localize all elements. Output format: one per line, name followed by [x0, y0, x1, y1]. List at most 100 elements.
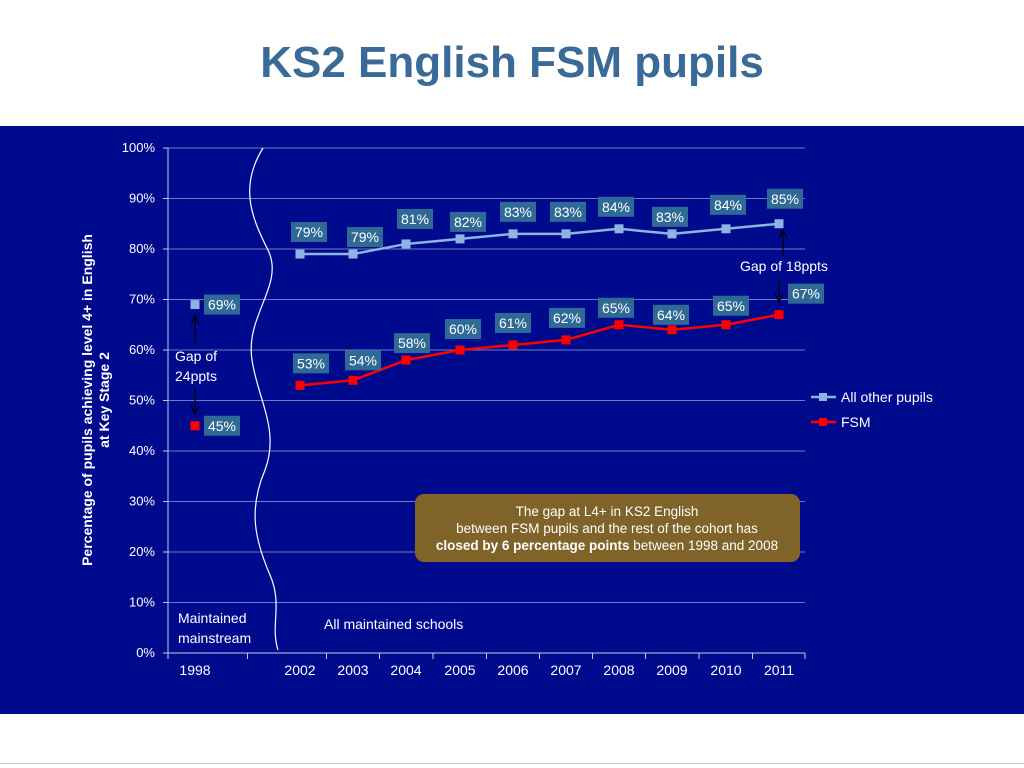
- data-label-box: [500, 201, 536, 222]
- data-label-box: [710, 194, 746, 215]
- data-label: 60%: [449, 321, 477, 337]
- x-tick-label: 2009: [656, 662, 687, 678]
- region-right-label: All maintained schools: [324, 616, 463, 632]
- data-label: 84%: [602, 199, 630, 215]
- data-label-box: [652, 206, 688, 227]
- data-labels: 69% 79% 79% 81% 82% 83% 83% 84% 83% 84% 85% 45% 53% 5…: [204, 188, 824, 436]
- data-label: 84%: [714, 197, 742, 213]
- data-point-fsm: [667, 325, 677, 335]
- y-axis-title-line2: at Key Stage 2: [96, 352, 112, 448]
- data-label: 82%: [454, 214, 482, 230]
- data-point-all-other-pupils: [614, 224, 624, 234]
- data-point-all-other-pupils: [721, 224, 731, 234]
- x-tick-labels: 1998 2002 2003 2004 2005 2006 2007 2008 2009 2010…: [179, 662, 794, 678]
- data-label-box: [293, 353, 329, 374]
- data-point-fsm: [508, 340, 518, 350]
- legend-marker-all-other-pupils: [819, 393, 827, 401]
- slide-title: KS2 English FSM pupils: [260, 38, 764, 87]
- y-tick-label: 50%: [129, 393, 155, 408]
- y-tick-label: 60%: [129, 342, 155, 357]
- data-point-all-other-pupils: [348, 249, 358, 259]
- data-label: 62%: [553, 310, 581, 326]
- data-point-fsm: [455, 345, 465, 355]
- data-point-all-other-pupils: [774, 219, 784, 229]
- gap-2011-arrows: [774, 228, 788, 304]
- legend-label-fsm: FSM: [841, 414, 871, 430]
- y-tick-label: 40%: [129, 443, 155, 458]
- data-point-all-other-pupils: [295, 249, 305, 259]
- data-label-box: [445, 319, 481, 339]
- y-tick-label: 0%: [136, 645, 155, 660]
- callout-line1: The gap at L4+ in KS2 English: [516, 504, 699, 519]
- y-axis-title-line1: Percentage of pupils achieving level 4+ …: [79, 234, 95, 566]
- data-label-box: [598, 297, 634, 318]
- bottom-rule: [0, 763, 1024, 764]
- data-point-fsm: [295, 380, 305, 390]
- region-left-line1: Maintained: [178, 610, 247, 626]
- data-label-box: [653, 304, 689, 325]
- x-tick-label: 1998: [179, 662, 210, 678]
- data-point-all-other-pupils: [455, 234, 465, 244]
- data-label-box: [204, 294, 240, 315]
- callout-box: [415, 494, 800, 562]
- data-label-box: [495, 312, 531, 333]
- data-label-box: [549, 307, 585, 328]
- y-tick-label: 20%: [129, 544, 155, 559]
- data-label: 79%: [351, 229, 379, 245]
- gap-2011-label: Gap of 18ppts: [740, 258, 828, 274]
- data-label-box: [394, 333, 430, 354]
- data-point-fsm: [348, 375, 358, 385]
- data-point-all-other-pupils: [508, 229, 518, 239]
- gap-1998-line1: Gap of: [175, 348, 217, 364]
- gap-1998-arrows: [190, 314, 200, 416]
- data-label: 85%: [771, 191, 799, 207]
- data-label-box: [598, 196, 634, 217]
- data-point-fsm: [401, 355, 411, 365]
- series: [190, 219, 784, 431]
- x-tick-label: 2006: [497, 662, 528, 678]
- data-label-box: [291, 222, 327, 243]
- y-tick-label: 90%: [129, 191, 155, 206]
- y-tick-label: 70%: [129, 292, 155, 307]
- data-point-fsm: [561, 335, 571, 345]
- data-label-box: [713, 295, 749, 316]
- legend: All other pupils FSM: [811, 389, 933, 430]
- data-label: 83%: [504, 204, 532, 220]
- data-point-fsm: [721, 320, 731, 330]
- callout-line3-bold: closed by 6 percentage points: [436, 538, 630, 553]
- x-tick-label: 2011: [764, 662, 794, 678]
- data-point-fsm: [614, 320, 624, 330]
- y-tick-label: 100%: [122, 140, 156, 155]
- data-label-box: [397, 208, 433, 229]
- x-tick-label: 2005: [444, 662, 475, 678]
- data-point-all-other-pupils: [401, 239, 411, 249]
- data-label: 83%: [554, 204, 582, 220]
- data-label: 61%: [499, 315, 527, 331]
- data-point-all-other-pupils: [667, 229, 677, 239]
- data-label: 81%: [401, 211, 429, 227]
- x-tick-label: 2010: [710, 662, 741, 678]
- x-tick-label: 2007: [550, 662, 581, 678]
- data-label: 67%: [792, 286, 820, 302]
- data-point-all-other-pupils: [190, 300, 200, 310]
- series-line-all-other-pupils: [300, 222, 780, 256]
- y-tick-label: 30%: [129, 494, 155, 509]
- callout-line2: between FSM pupils and the rest of the c…: [456, 521, 758, 536]
- line-chart: 0% 10% 20% 30% 40% 50% 60% 70% 80% 90% 100% 1998 20…: [79, 140, 933, 678]
- data-label-box: [345, 350, 381, 371]
- data-label-box: [550, 201, 586, 222]
- data-label: 65%: [717, 298, 745, 314]
- region-left-line2: mainstream: [178, 630, 251, 646]
- data-label: 45%: [208, 418, 236, 434]
- data-label: 54%: [349, 352, 377, 368]
- data-point-fsm: [774, 310, 784, 320]
- chart-panel: [0, 126, 1024, 714]
- data-label: 53%: [297, 355, 325, 371]
- data-label: 64%: [657, 307, 685, 323]
- x-tick-label: 2008: [603, 662, 634, 678]
- y-tick-labels: 0% 10% 20% 30% 40% 50% 60% 70% 80% 90% 100%: [122, 140, 156, 660]
- callout-line3: closed by 6 percentage points between 19…: [436, 538, 778, 553]
- data-label-box: [788, 283, 824, 304]
- legend-marker-fsm: [819, 418, 827, 426]
- y-tick-label: 80%: [129, 241, 155, 256]
